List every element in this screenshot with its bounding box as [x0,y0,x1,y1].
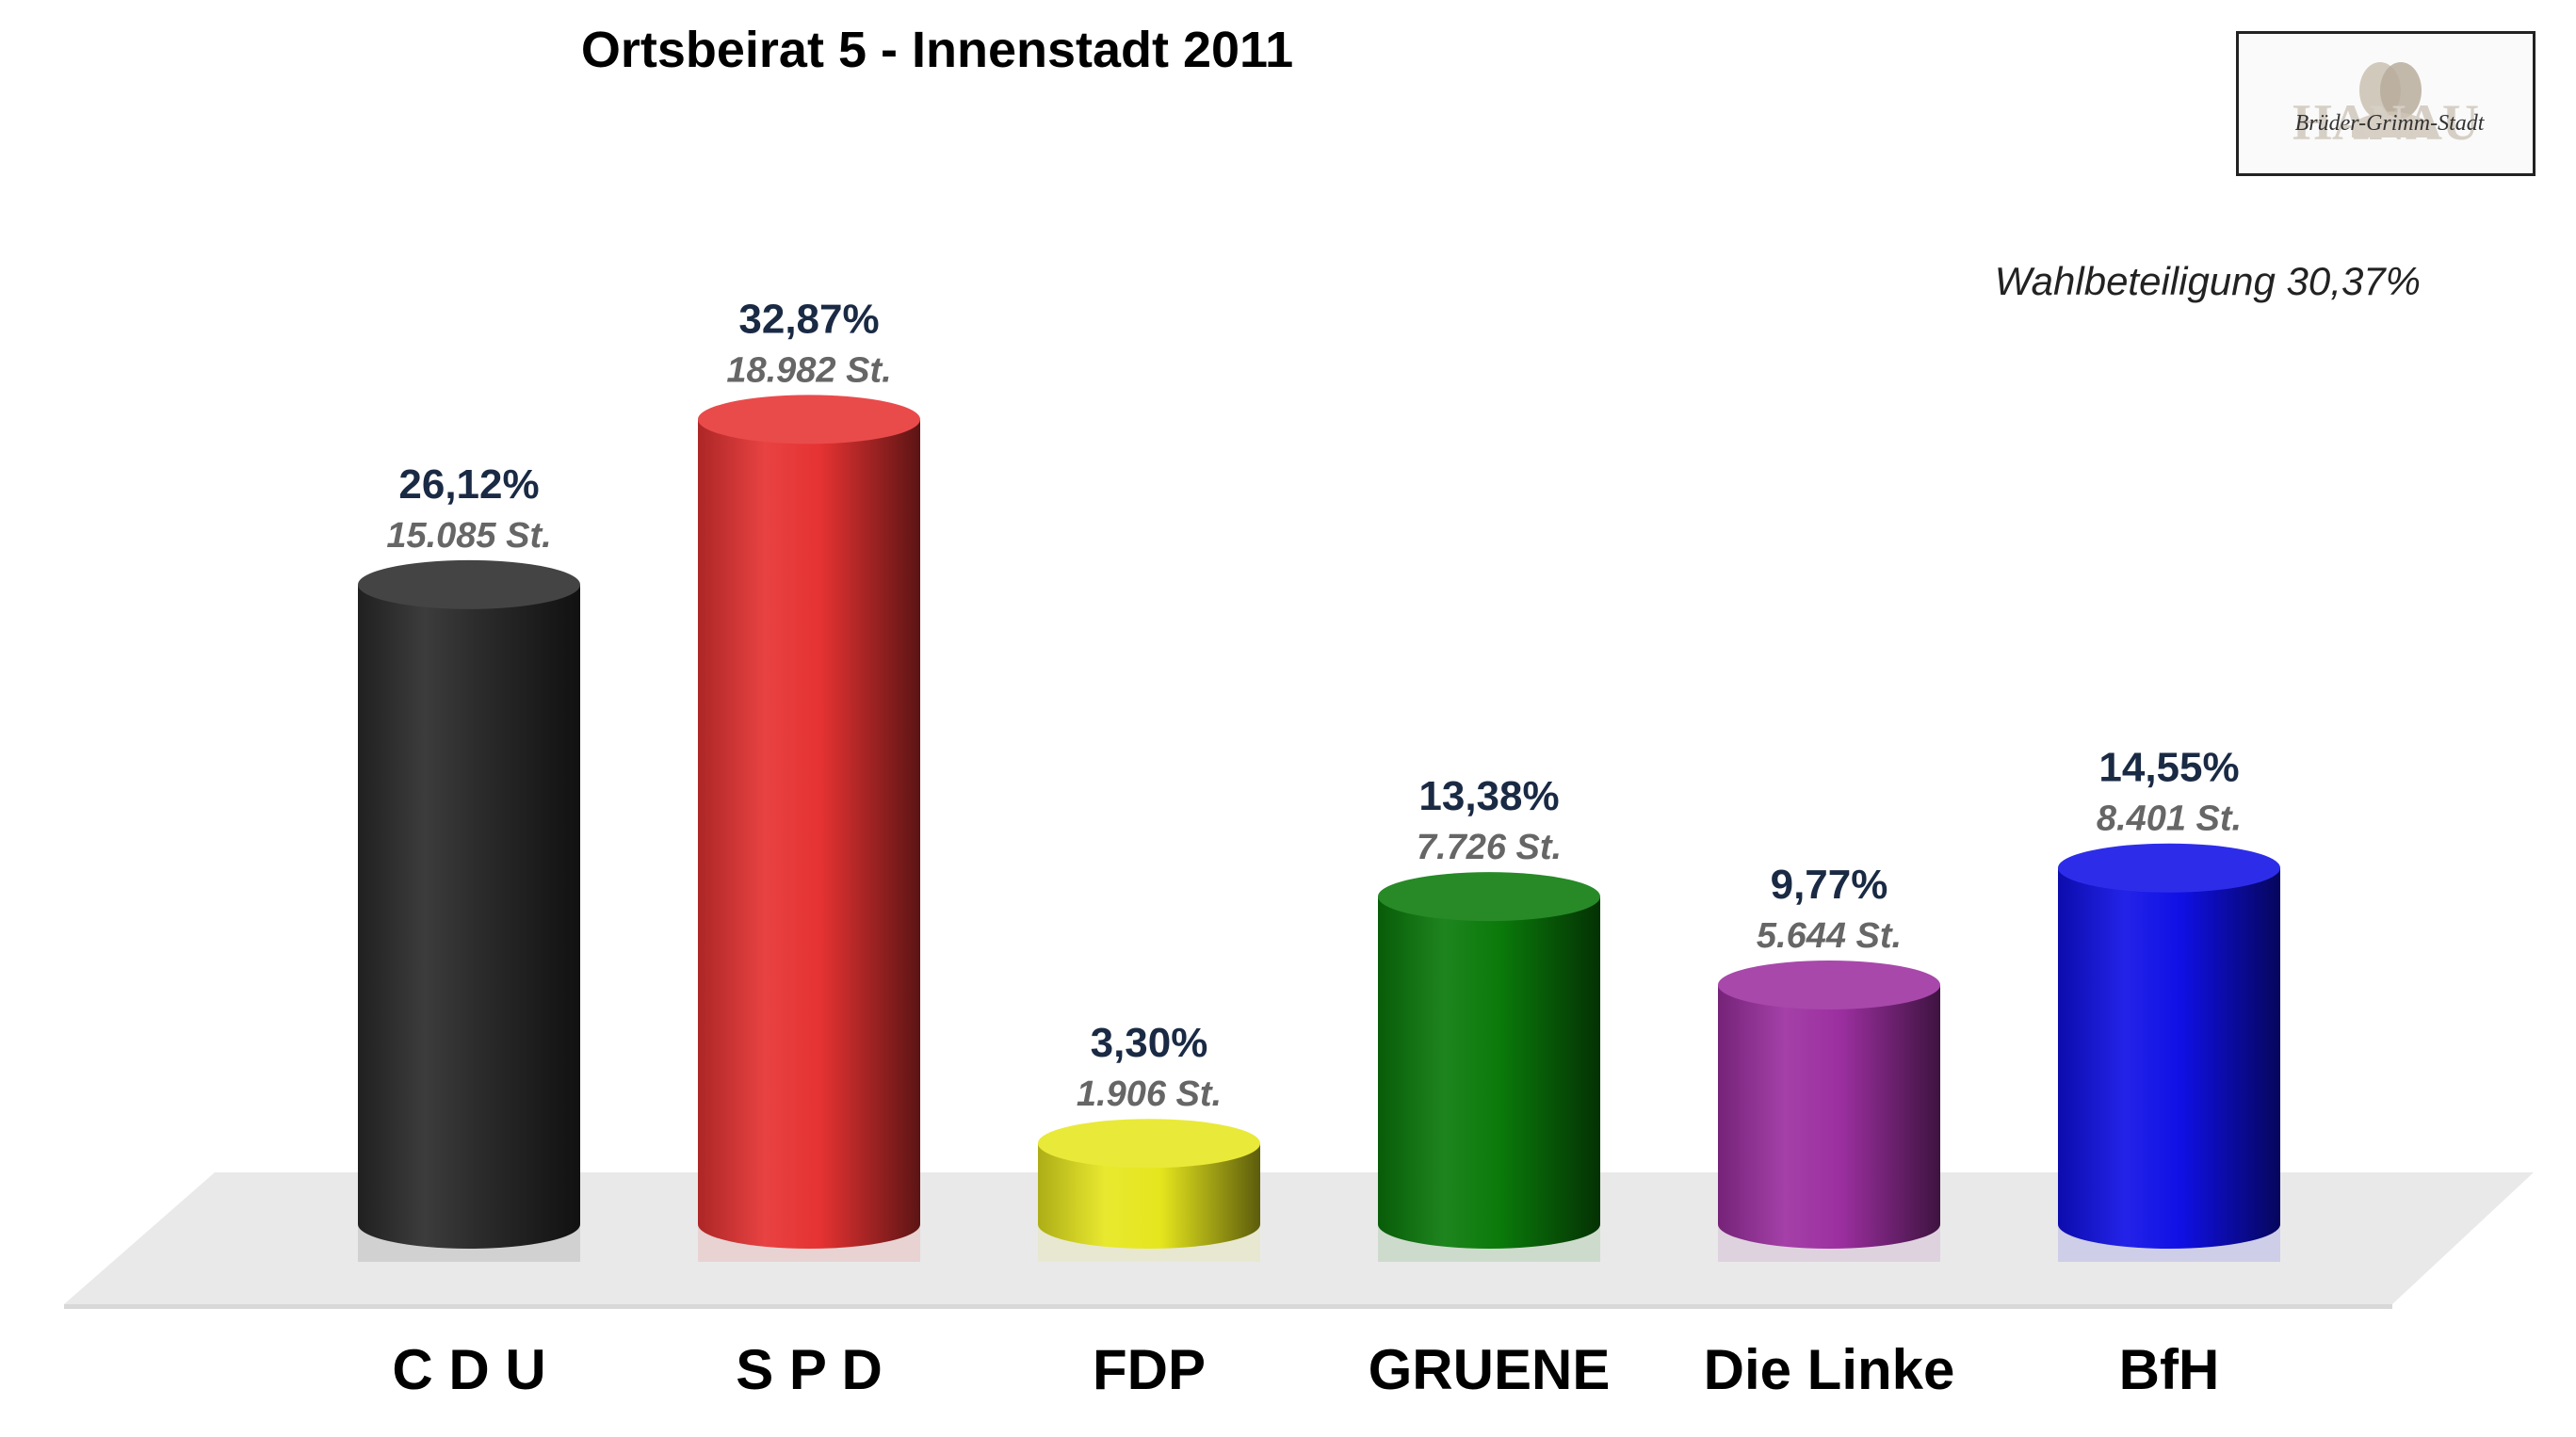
chart-title: Ortsbeirat 5 - Innenstadt 2011 [580,22,1294,78]
percent-label: 13,38% [1418,773,1559,819]
percent-label: 3,30% [1091,1020,1208,1066]
category-label: BfH [2119,1338,2220,1401]
brothers-grimm-emblem: HANAU Brüder-Grimm-Stadt [2292,62,2486,151]
bar-top-3 [1378,872,1600,922]
bar-3 [1378,896,1600,1249]
hanau-logo: HANAU Brüder-Grimm-Stadt [2236,31,2535,176]
percent-label: 32,87% [738,296,879,342]
votes-label: 1.906 St. [1077,1074,1222,1114]
category-label: S P D [736,1338,883,1401]
category-label: Die Linke [1704,1338,1955,1401]
logo-word: HANAU [2292,94,2479,151]
category-label: FDP [1093,1338,1206,1401]
votes-label: 7.726 St. [1417,828,1562,867]
percent-label: 26,12% [398,461,539,508]
bar-top-5 [2058,843,2280,893]
bar-1 [698,419,920,1249]
chart-floor-edge [64,1304,2392,1309]
bar-5 [2058,867,2280,1249]
turnout-annotation: Wahlbeteiligung 30,37% [1994,259,2421,303]
bar-4 [1718,984,1940,1249]
bar-top-0 [358,559,580,609]
votes-label: 15.085 St. [386,516,551,556]
bar-0 [358,584,580,1249]
category-label: GRUENE [1369,1338,1611,1401]
category-label: C D U [392,1338,545,1401]
bar-top-2 [1038,1119,1260,1169]
bar-2 [1038,1143,1260,1249]
bar-top-4 [1718,960,1940,1009]
votes-label: 8.401 St. [2097,799,2242,839]
bar-top-1 [698,395,920,444]
votes-label: 18.982 St. [726,350,891,390]
percent-label: 14,55% [2098,745,2239,791]
logo-script: Brüder-Grimm-Stadt [2295,111,2486,136]
percent-label: 9,77% [1771,862,1888,908]
votes-label: 5.644 St. [1757,916,1902,956]
